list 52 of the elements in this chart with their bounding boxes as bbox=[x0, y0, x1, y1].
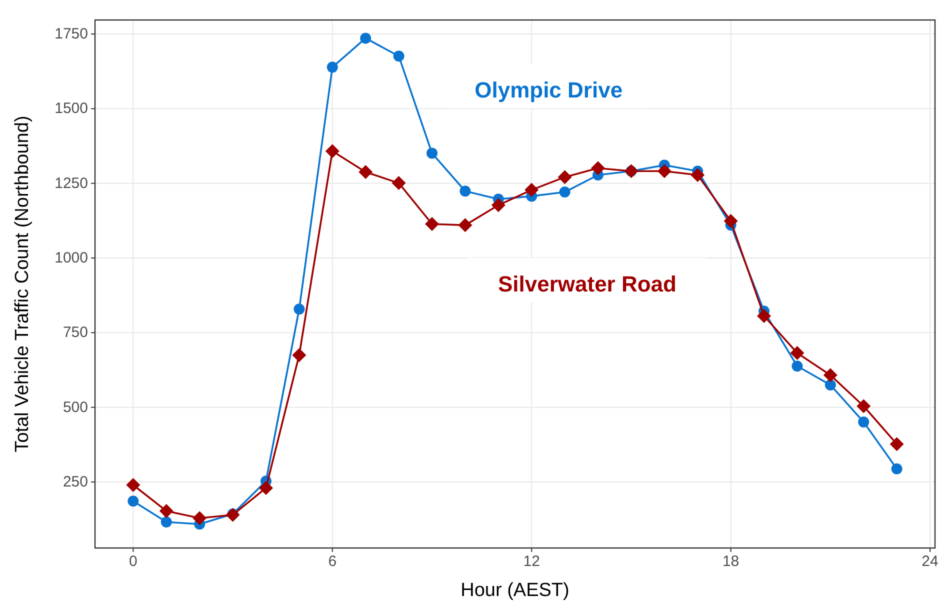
point bbox=[160, 516, 172, 528]
y-tick-label: 1500 bbox=[54, 100, 88, 118]
point bbox=[824, 379, 836, 390]
point bbox=[792, 360, 803, 372]
point bbox=[294, 304, 305, 315]
point bbox=[491, 198, 506, 212]
point bbox=[292, 348, 306, 362]
point bbox=[128, 496, 139, 507]
point bbox=[159, 504, 174, 518]
y-tick-label: 1750 bbox=[54, 26, 88, 43]
text: Silverwater Road bbox=[498, 272, 676, 296]
point bbox=[858, 416, 870, 428]
point bbox=[524, 182, 539, 197]
point bbox=[790, 346, 804, 360]
y-tick-label: 500 bbox=[62, 398, 88, 416]
y-tick-label: 1000 bbox=[54, 250, 88, 267]
point bbox=[325, 144, 340, 158]
point bbox=[326, 62, 338, 73]
x-axis-title: Hour (AEST) bbox=[460, 580, 570, 601]
x-tick-label: 12 bbox=[523, 553, 540, 570]
x-tick-label: 6 bbox=[328, 553, 337, 570]
x-tick-label: 18 bbox=[722, 553, 740, 570]
point bbox=[890, 437, 904, 452]
point bbox=[226, 508, 240, 522]
point bbox=[591, 161, 606, 176]
point bbox=[392, 176, 406, 190]
point bbox=[426, 148, 438, 159]
point bbox=[724, 214, 738, 228]
y-tick-label: 750 bbox=[62, 324, 88, 342]
point bbox=[657, 164, 672, 178]
point bbox=[393, 50, 404, 62]
point bbox=[458, 218, 472, 232]
point bbox=[358, 165, 373, 180]
y-tick-label: 1250 bbox=[54, 174, 88, 192]
point bbox=[891, 463, 902, 474]
x-tick-label: 0 bbox=[129, 553, 138, 570]
point bbox=[823, 368, 838, 382]
point bbox=[558, 170, 572, 184]
point bbox=[559, 186, 570, 198]
point bbox=[192, 511, 207, 526]
point bbox=[126, 478, 140, 492]
point bbox=[690, 168, 705, 182]
point bbox=[424, 216, 439, 231]
text: Olympic Drive bbox=[474, 78, 623, 103]
x-tick-label: 24 bbox=[922, 553, 938, 570]
point bbox=[258, 480, 273, 495]
point bbox=[360, 32, 372, 44]
y-axis-title: Total Vehicle Traffic Count (Northbound) bbox=[12, 116, 33, 452]
point bbox=[856, 399, 871, 414]
point bbox=[460, 186, 471, 197]
y-tick-label: 250 bbox=[62, 474, 88, 490]
point bbox=[757, 308, 772, 323]
